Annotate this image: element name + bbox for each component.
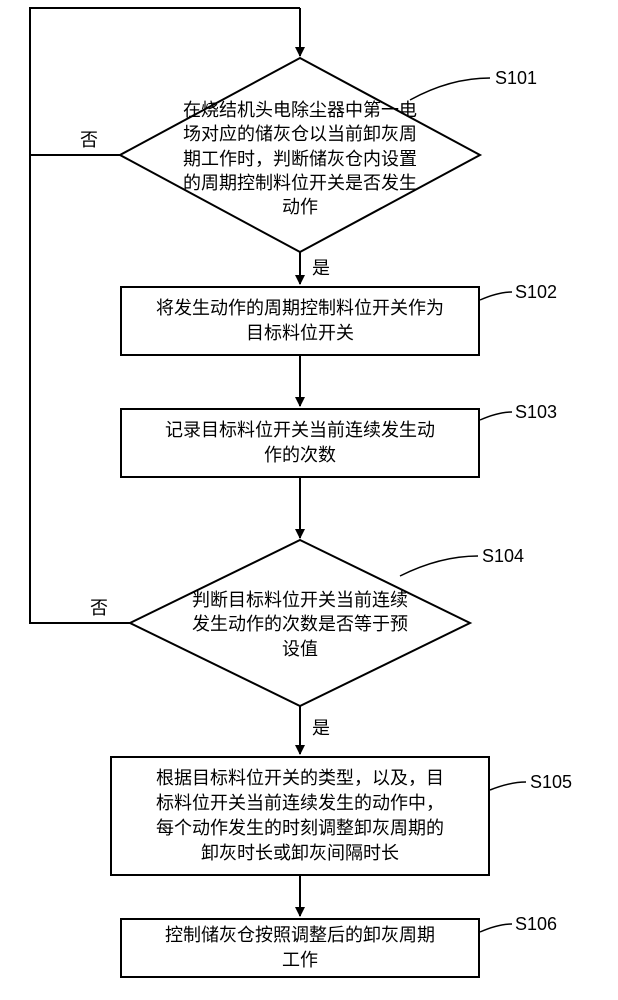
process-s105: 根据目标料位开关的类型，以及，目 标料位开关当前连续发生的动作中， 每个动作发生… <box>110 756 490 876</box>
label-s106: S106 <box>515 914 557 935</box>
label-s104: S104 <box>482 546 524 567</box>
edge-no-2: 否 <box>90 594 108 620</box>
process-s102: 将发生动作的周期控制料位开关作为 目标料位开关 <box>120 286 480 356</box>
label-s102: S102 <box>515 282 557 303</box>
decision-s104-text: 判断目标料位开关当前连续 发生动作的次数是否等于预 设值 <box>160 588 440 661</box>
label-s101: S101 <box>495 68 537 89</box>
label-s103: S103 <box>515 402 557 423</box>
decision-s101-text: 在烧结机头电除尘器中第一电 场对应的储灰仓以当前卸灰周 期工作时，判断储灰仓内设… <box>150 98 450 219</box>
edge-no-1: 否 <box>80 126 98 152</box>
label-s105: S105 <box>530 772 572 793</box>
edge-yes-2: 是 <box>312 714 330 740</box>
process-s106: 控制储灰仓按照调整后的卸灰周期 工作 <box>120 918 480 978</box>
process-s103: 记录目标料位开关当前连续发生动 作的次数 <box>120 408 480 478</box>
edge-yes-1: 是 <box>312 254 330 280</box>
